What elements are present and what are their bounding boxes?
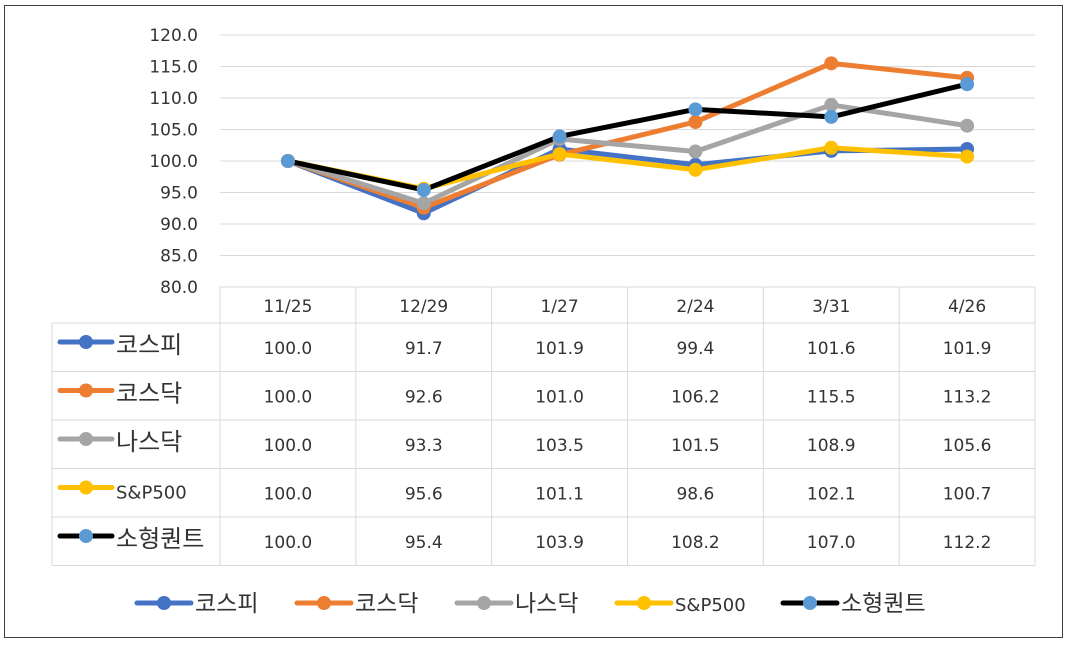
- table-legend-key-marker: [79, 383, 93, 398]
- data-point: [824, 109, 839, 124]
- table-cell-value: 99.4: [676, 339, 714, 359]
- legend-label: 코스닥: [355, 591, 418, 617]
- table-cell-value: 91.7: [405, 339, 443, 359]
- legend-key-marker: [637, 596, 651, 610]
- x-tick-label: 3/31: [812, 297, 850, 317]
- table-cell-value: 106.2: [671, 388, 720, 408]
- legend-key-marker: [477, 596, 491, 610]
- y-tick-label: 90.0: [160, 215, 198, 235]
- table-series-name: 코스피: [116, 331, 182, 359]
- legend-label: 소형퀀트: [841, 591, 926, 617]
- x-tick-label: 4/26: [948, 297, 986, 317]
- table-cell-value: 95.6: [405, 485, 443, 505]
- data-point: [688, 114, 703, 129]
- table-cell-value: 100.7: [943, 485, 992, 505]
- table-cell-value: 101.9: [943, 339, 992, 359]
- table-cell-value: 100.0: [264, 533, 313, 553]
- data-point: [280, 154, 295, 168]
- x-tick-label: 11/25: [263, 297, 312, 317]
- data-table: 11/25 12/29 1/27 2/24 3/31 4/26 코스피 100.0 91.7 10…: [51, 286, 1036, 566]
- table-cell-value: 101.5: [671, 436, 720, 456]
- data-point: [688, 102, 703, 117]
- x-tick-label: 12/29: [399, 297, 448, 317]
- legend-label: 코스피: [195, 591, 258, 617]
- data-point: [416, 182, 431, 197]
- legend-label: S&P500: [675, 595, 746, 616]
- table-cell-value: 108.9: [807, 436, 856, 456]
- table-cell-value: 108.2: [671, 533, 720, 553]
- y-tick-label: 110.0: [149, 89, 198, 109]
- table-cell-value: 107.0: [807, 533, 856, 553]
- table-series-name: 소형퀀트: [116, 525, 204, 553]
- table-cell-value: 93.3: [405, 436, 443, 456]
- table-cell-value: 105.6: [943, 436, 992, 456]
- data-point: [824, 140, 839, 155]
- table-cell-value: 98.6: [676, 485, 714, 505]
- y-tick-label: 115.0: [149, 58, 198, 78]
- table-legend-key-marker: [79, 432, 93, 446]
- data-point: [824, 97, 839, 112]
- y-tick-label: 120.0: [149, 26, 198, 46]
- y-axis-tick-labels: 80.0 85.0 90.0 95.0 100.0 105.0 110.0 115.0 120.…: [149, 26, 198, 298]
- series-markers: [280, 56, 975, 221]
- table-cell-value: 100.0: [264, 388, 313, 408]
- data-point: [960, 118, 975, 133]
- data-point: [688, 144, 703, 159]
- table-legend-key-marker: [79, 480, 93, 495]
- y-tick-label: 80.0: [160, 278, 198, 298]
- series-line: [285, 102, 970, 206]
- x-tick-label: 1/27: [540, 297, 578, 317]
- data-point: [960, 77, 975, 92]
- series-line: [285, 60, 970, 211]
- y-tick-label: 95.0: [160, 184, 198, 204]
- legend-key-marker: [803, 596, 817, 610]
- table-cell-value: 100.0: [264, 339, 313, 359]
- series-line: [285, 81, 970, 193]
- y-tick-label: 85.0: [160, 247, 198, 267]
- series-lines: [285, 60, 970, 216]
- data-point: [552, 147, 567, 162]
- data-point: [960, 149, 975, 164]
- legend-key-marker: [317, 596, 331, 610]
- table-cell-value: 100.0: [264, 485, 313, 505]
- y-tick-label: 105.0: [149, 121, 198, 141]
- table-cell-value: 112.2: [943, 533, 992, 553]
- table-cell-value: 102.1: [807, 485, 856, 505]
- legend-label: 나스닥: [515, 591, 578, 617]
- table-cell-value: 101.9: [535, 339, 584, 359]
- table-cell-value: 115.5: [807, 388, 856, 408]
- legend-key-marker: [157, 596, 171, 610]
- table-cell-value: 101.6: [807, 339, 856, 359]
- table-cell-value: 101.1: [535, 485, 584, 505]
- table-series-name: S&P500: [116, 483, 187, 504]
- table-cell-value: 103.5: [535, 436, 584, 456]
- legend: 코스피 코스닥 나스닥 S&P500 소형퀀트: [134, 591, 926, 617]
- table-cell-value: 113.2: [943, 388, 992, 408]
- chart-frame: [4, 5, 1063, 638]
- table-series-name: 나스닥: [116, 428, 182, 456]
- table-cell-value: 95.4: [405, 533, 443, 553]
- table-legend-key-marker: [79, 335, 93, 349]
- x-tick-label: 2/24: [676, 297, 714, 317]
- table-series-name: 코스닥: [116, 380, 182, 408]
- table-cell-value: 92.6: [405, 388, 443, 408]
- data-point: [552, 129, 567, 144]
- data-point: [416, 196, 431, 211]
- data-point: [824, 56, 839, 71]
- table-cell-value: 103.9: [535, 533, 584, 553]
- table-cell-value: 101.0: [535, 388, 584, 408]
- data-point: [688, 162, 703, 177]
- y-tick-label: 100.0: [149, 152, 198, 172]
- table-legend-key-marker: [79, 529, 93, 543]
- table-cell-value: 100.0: [264, 436, 313, 456]
